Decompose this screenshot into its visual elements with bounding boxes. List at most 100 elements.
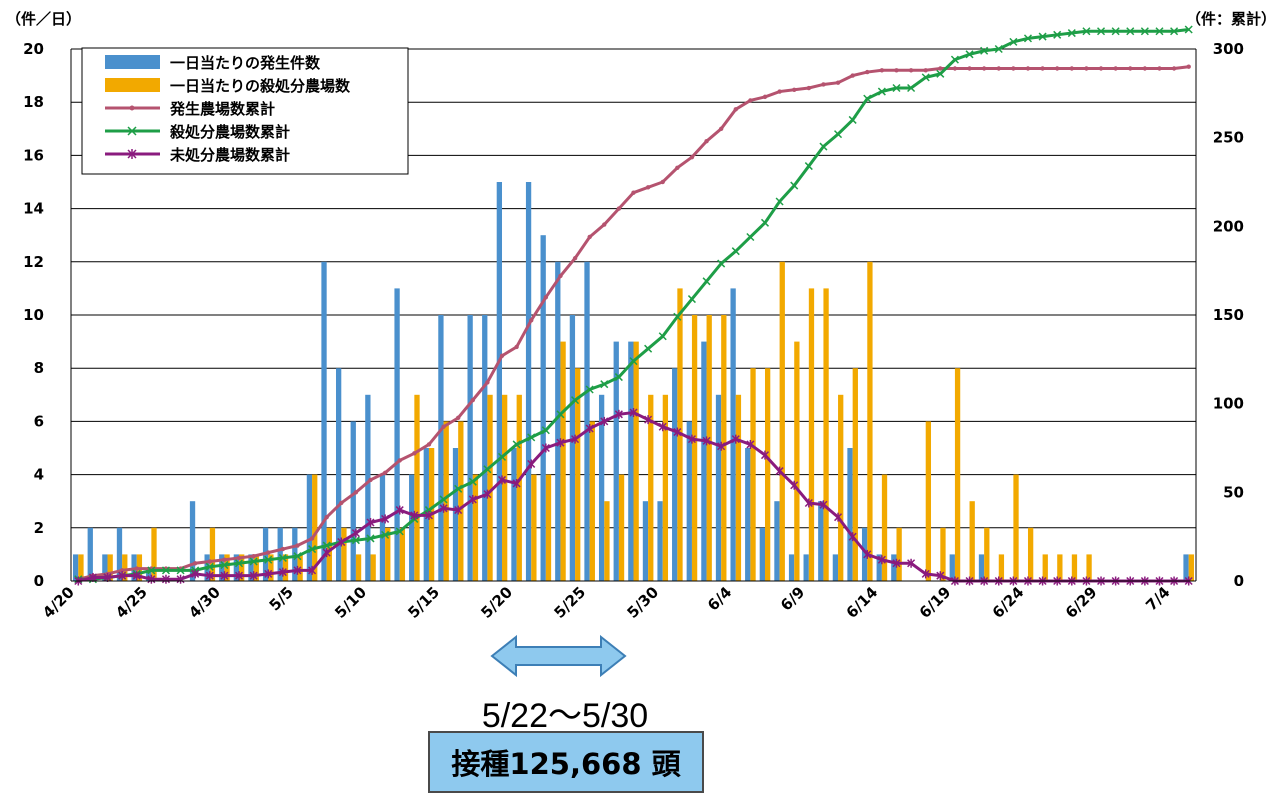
legend-label: 殺処分農場数累計 [169,123,290,141]
cumulative-unculled-point [205,571,214,581]
cumulative-unculled-point [658,422,667,432]
cumulative-culled-point [308,545,317,554]
cumulative-unculled-point [220,571,229,581]
culled-bar [78,554,84,581]
outbreak-bar [379,474,386,581]
cumulative-culled-point [147,566,156,575]
outbreak-bar [730,288,736,581]
cumulative-culled-point [921,73,930,82]
culled-bar [516,394,522,581]
y-left-tick-label: 4 [34,466,44,484]
cumulative-outbreak-point [967,66,972,71]
x-tick-label: 5/15 [404,583,443,622]
cumulative-outbreak-point [1011,66,1016,71]
cumulative-outbreak-point [660,179,665,185]
cumulative-outbreak-point [689,154,695,160]
cumulative-unculled-point [147,574,156,584]
x-tick-label: 6/4 [704,583,735,614]
culled-bar [545,474,552,581]
y-left-tick-label: 16 [23,146,44,164]
culled-bar [998,554,1005,581]
cumulative-culled-point [483,465,492,474]
x-tick-label: 5/5 [266,583,297,614]
culled-bar [239,554,245,581]
cumulative-unculled-point [439,503,448,513]
cumulative-outbreak-point [558,273,563,279]
cumulative-culled-point [234,559,244,568]
cumulative-culled-point [161,566,170,575]
y-right-tick-label: 200 [1213,217,1244,235]
cumulative-unculled-point [600,416,609,426]
cumulative-outbreak-point [192,561,198,566]
culled-bar [881,474,888,581]
cumulative-outbreak-point [1128,66,1133,71]
legend-label: 一日当たりの発生件数 [170,54,321,72]
outbreak-bar [861,527,868,581]
cumulative-outbreak-point [397,458,402,463]
cumulative-culled-point [1126,27,1135,36]
cumulative-unculled-point [571,434,580,444]
outbreak-bar [321,261,327,581]
x-tick-label: 4/20 [39,583,78,622]
culled-bar [954,368,961,581]
cumulative-outbreak-point [762,94,768,100]
cumulative-culled-point [892,83,901,93]
cumulative-culled-point [760,218,770,227]
culled-bar [706,315,712,581]
cumulative-outbreak-point [382,470,388,476]
outbreak-bar [598,394,605,581]
cumulative-outbreak-point [222,557,227,562]
culled-bar [370,554,376,581]
culled-bar [531,474,537,581]
cumulative-culled-point [658,332,667,341]
outbreak-bar [891,554,897,581]
cumulative-unculled-point [118,571,127,581]
cumulative-culled-point [439,495,448,504]
cumulative-culled-point [556,410,565,419]
cumulative-unculled-point [366,517,375,527]
culled-bar [414,394,420,581]
cumulative-outbreak-point [529,318,534,323]
outbreak-bar [642,501,649,581]
outbreak-bar [365,394,371,581]
outbreak-bar [116,527,123,581]
outbreak-bar [715,394,722,581]
cumulative-outbreak-point [952,66,958,71]
cumulative-outbreak-point [1098,66,1104,71]
cumulative-unculled-point [497,475,507,485]
cumulative-unculled-point [629,408,638,418]
cumulative-culled-point [1140,27,1149,36]
culled-bar [867,261,873,581]
cumulative-culled-point [673,312,682,321]
cumulative-outbreak-point [806,85,812,91]
cumulative-culled-point [293,552,302,561]
cumulative-culled-point [366,534,375,543]
culled-bar [560,341,566,581]
outbreak-bar [87,527,93,581]
y-left-tick-label: 18 [23,93,44,111]
y-right-tick-label: 100 [1213,395,1244,413]
outbreak-bar [102,554,108,581]
cumulative-culled-point [1155,27,1164,36]
cumulative-outbreak-point [412,451,417,456]
cumulative-outbreak-point [894,68,899,73]
outbreak-bar [774,501,780,581]
cumulative-culled-point [468,477,477,486]
y-right-tick-label: 0 [1234,572,1244,590]
cumulative-culled-point [1067,29,1076,38]
culled-bar [341,527,347,581]
cumulative-outbreak-point [543,295,549,300]
culled-bar [662,394,669,581]
cumulative-culled-point [1009,37,1018,46]
period-arrow [490,634,627,678]
outbreak-bar [452,448,459,581]
cumulative-culled-point [994,44,1003,54]
x-tick-label: 5/20 [477,583,516,622]
cumulative-unculled-point [132,571,141,581]
cumulative-unculled-point [424,510,433,520]
outbreak-bar [803,554,809,581]
cumulative-unculled-point [804,498,813,508]
cumulative-unculled-point [176,574,185,584]
cumulative-outbreak-point [485,380,490,385]
